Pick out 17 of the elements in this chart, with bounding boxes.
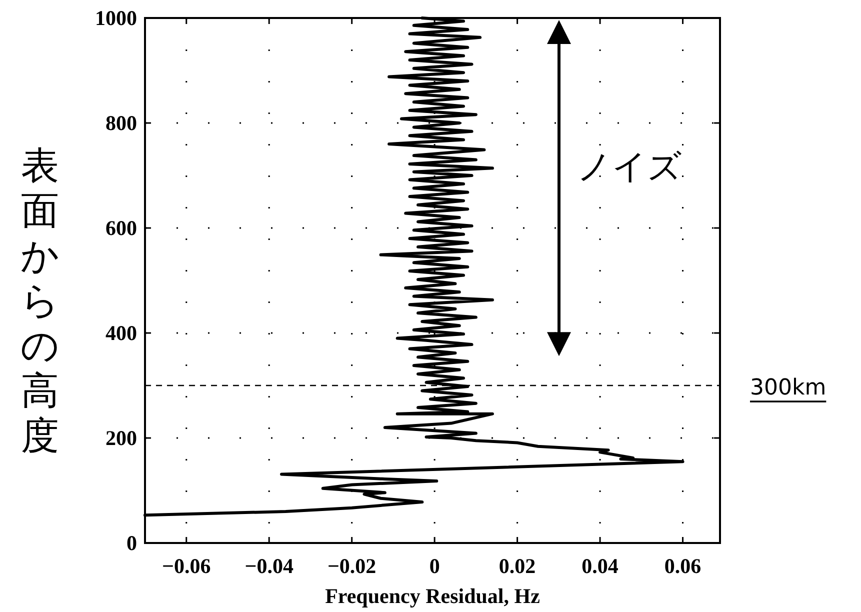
x-tick-label: 0.06 bbox=[664, 554, 702, 578]
x-tick-label: 0.02 bbox=[498, 554, 536, 578]
y-tick-label: 0 bbox=[126, 531, 137, 555]
y-tick-label: 200 bbox=[106, 426, 137, 450]
y-tick-label: 600 bbox=[106, 216, 137, 240]
annotation: ノイズ bbox=[577, 147, 682, 187]
x-axis-title: Frequency Residual, Hz bbox=[325, 584, 540, 608]
y-tick-label: 800 bbox=[106, 111, 137, 135]
x-tick-label: 0.04 bbox=[582, 554, 619, 578]
x-tick-label: −0.04 bbox=[244, 554, 294, 578]
y-tick-label: 400 bbox=[106, 321, 137, 345]
y-tick-label: 1000 bbox=[95, 6, 137, 30]
x-tick-label: −0.06 bbox=[162, 554, 211, 578]
ref-line-label: 300km bbox=[750, 376, 826, 400]
x-tick-label: −0.02 bbox=[327, 554, 376, 578]
y-axis-title: 表面からの高度 bbox=[20, 144, 60, 458]
x-tick-label: 0 bbox=[429, 554, 440, 578]
